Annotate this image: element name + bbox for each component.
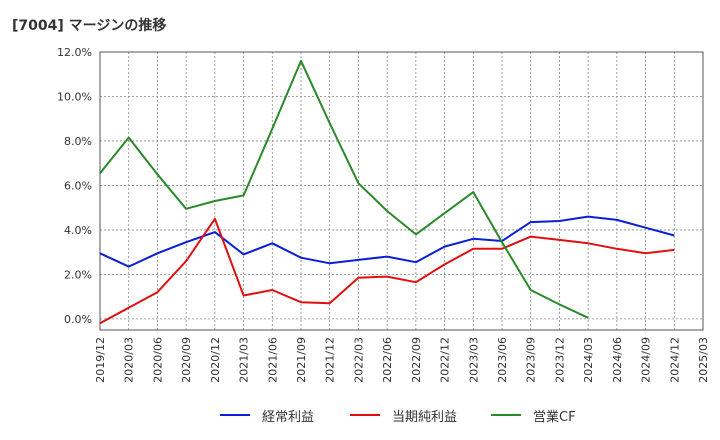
x-tick-label: 2021/06 (266, 337, 279, 383)
x-tick-label: 2019/12 (94, 337, 107, 383)
x-tick-label: 2023/03 (467, 337, 480, 383)
y-tick-label: 0.0% (64, 313, 92, 326)
legend-item-eigyo-cf: 営業CF (491, 403, 576, 427)
x-tick-label: 2023/12 (553, 337, 566, 383)
plot-frame (99, 51, 704, 331)
x-tick-label: 2020/09 (180, 337, 193, 383)
legend-label-keijo: 経常利益 (262, 409, 315, 425)
legend: 経常利益 当期純利益 営業CF (0, 403, 720, 427)
x-axis-ticks: 2019/12 2020/03 2020/06 2020/09 2020/12 2021/… (94, 337, 710, 383)
y-tick-label: 10.0% (57, 90, 92, 103)
x-tick-label: 2021/03 (238, 337, 251, 383)
legend-swatch-keijo (220, 414, 250, 416)
x-tick-label: 2021/09 (295, 337, 308, 383)
x-tick-label: 2021/12 (324, 337, 337, 383)
legend-item-keijo: 経常利益 (220, 403, 314, 427)
legend-label-junrieki: 当期純利益 (392, 409, 458, 425)
plot-area (100, 52, 703, 330)
y-tick-label: 6.0% (64, 179, 92, 192)
x-tick-label: 2023/06 (496, 337, 509, 383)
x-tick-label: 2022/06 (381, 337, 394, 383)
x-tick-label: 2022/03 (352, 337, 365, 383)
x-tick-label: 2023/09 (525, 337, 538, 383)
x-tick-label: 2024/09 (640, 337, 653, 383)
y-tick-label: 8.0% (64, 135, 92, 148)
y-tick-label: 2.0% (64, 268, 92, 281)
x-tick-label: 2020/03 (123, 337, 136, 383)
legend-swatch-junrieki (350, 414, 380, 416)
y-tick-label: 4.0% (64, 224, 92, 237)
x-tick-label: 2020/06 (151, 337, 164, 383)
x-tick-label: 2022/09 (410, 337, 423, 383)
legend-swatch-eigyo-cf (491, 414, 521, 416)
x-tick-label: 2024/03 (582, 337, 595, 383)
x-tick-label: 2020/12 (209, 337, 222, 383)
x-tick-label: 2025/03 (697, 337, 710, 383)
x-tick-label: 2022/12 (439, 337, 452, 383)
series-line-0 (99, 215, 675, 268)
legend-item-junrieki: 当期純利益 (350, 403, 457, 427)
x-tick-label: 2024/12 (668, 337, 681, 383)
series-line-2 (99, 59, 589, 319)
series-lines (99, 59, 675, 325)
legend-label-eigyo-cf: 営業CF (533, 409, 576, 425)
x-tick-label: 2024/06 (611, 337, 624, 383)
chart-title: [7004] マージンの推移 (12, 18, 167, 34)
y-tick-label: 12.0% (57, 46, 92, 59)
series-line-1 (99, 217, 675, 325)
y-axis-ticks: 12.0% 10.0% 8.0% 6.0% 4.0% 2.0% 0.0% (57, 46, 92, 326)
